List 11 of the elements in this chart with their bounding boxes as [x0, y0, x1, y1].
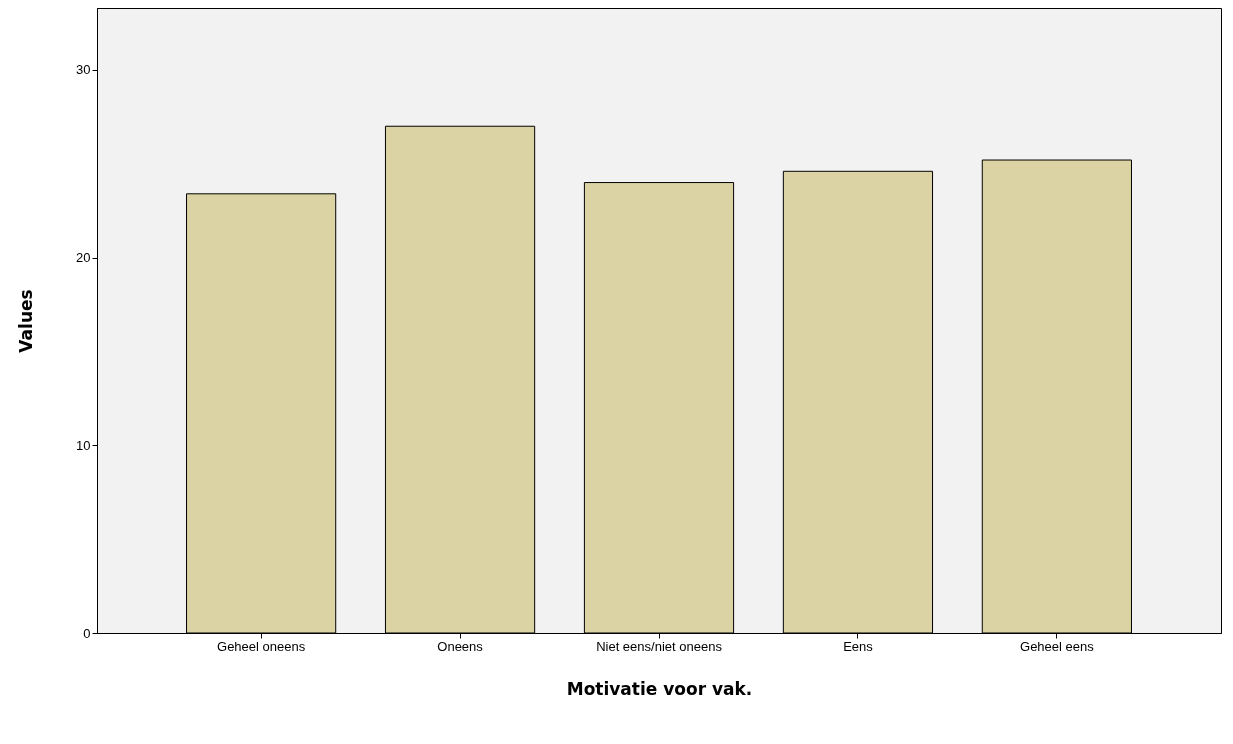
x-tick-label: Eens — [843, 638, 874, 654]
x-tick-label: Oneens — [437, 638, 484, 654]
y-tick-label: 30 — [76, 62, 91, 78]
y-tick-label: 0 — [83, 625, 91, 641]
y-axis-title: Values — [16, 289, 37, 353]
x-tick-label: Niet eens/niet oneens — [596, 638, 723, 654]
y-tick-label: 10 — [76, 437, 91, 453]
x-tick-label: Geheel eens — [1020, 638, 1095, 654]
x-axis-title: Motivatie voor vak. — [566, 678, 753, 699]
x-tick-label: Geheel oneens — [217, 638, 306, 654]
y-tick-label: 20 — [76, 250, 91, 266]
